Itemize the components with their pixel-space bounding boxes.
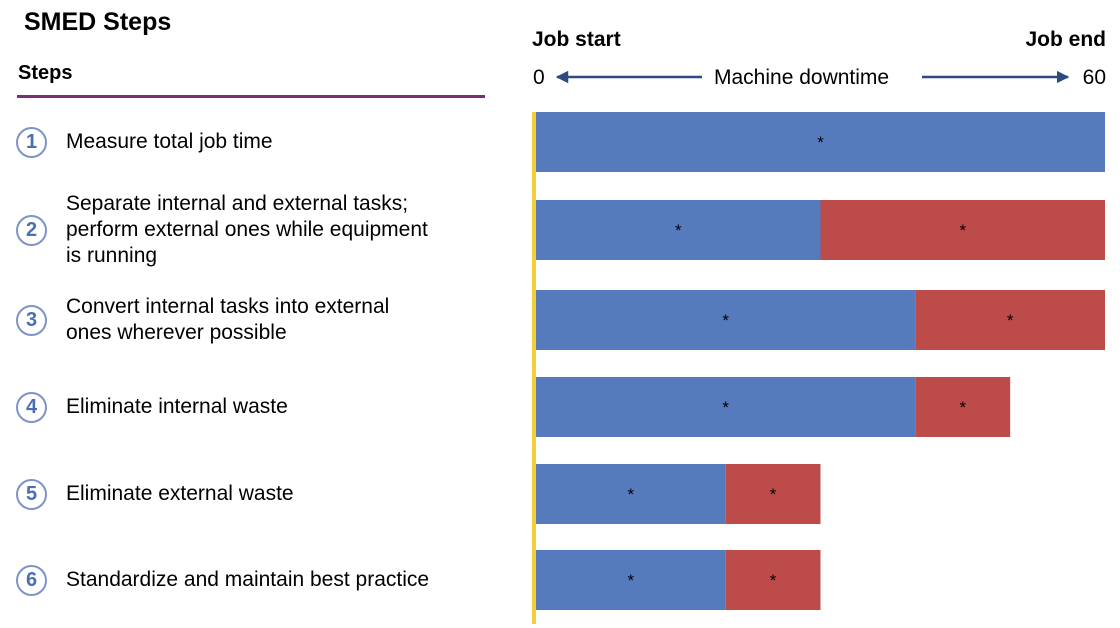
step-text: Separate internal and external tasks; per… xyxy=(66,191,496,269)
bar-segment-external xyxy=(915,290,1105,350)
bar-data-label: * xyxy=(722,311,729,330)
job-end-label: Job end xyxy=(1025,28,1106,51)
chart-title: SMED Steps xyxy=(24,8,172,36)
steps-divider xyxy=(17,95,485,98)
job-start-line xyxy=(532,112,536,624)
step-text-line: Standardize and maintain best practice xyxy=(66,568,430,591)
step-item: 2 Separate internal and external tasks; pe… xyxy=(16,185,496,275)
bar-data-label: * xyxy=(675,221,682,240)
bar-segment-internal xyxy=(536,377,916,437)
axis-max-label: 60 xyxy=(1082,66,1106,89)
bar-data-label: * xyxy=(722,398,729,417)
bar-data-label: * xyxy=(628,571,635,590)
bar-data-label: * xyxy=(770,571,777,590)
bar-data-label: * xyxy=(628,485,635,504)
step-number-badge: 1 xyxy=(16,127,47,158)
bar-data-label: * xyxy=(959,221,966,240)
step-text-line: Measure total job time xyxy=(66,130,273,153)
step-text-line: Convert internal tasks into external xyxy=(66,295,390,318)
bar-data-label: * xyxy=(770,485,777,504)
bar-segment-external xyxy=(915,377,1011,437)
step-item: 5 Eliminate external waste xyxy=(16,449,496,539)
step-item: 6 Standardize and maintain best practice xyxy=(16,535,496,625)
step-text-line: Eliminate external waste xyxy=(66,482,294,505)
bar-segment-external xyxy=(820,200,1105,260)
step-number-badge: 4 xyxy=(16,392,47,423)
step-text-line: perform external ones while equipment xyxy=(66,218,428,241)
step-number-badge: 6 xyxy=(16,565,47,596)
step-text-line: is running xyxy=(66,244,158,267)
bar-segment-internal xyxy=(536,550,726,610)
step-item: 3 Convert internal tasks into external one… xyxy=(16,275,496,365)
step-text: Eliminate internal waste xyxy=(66,394,496,420)
step-text: Measure total job time xyxy=(66,129,496,155)
bar-segment-internal xyxy=(536,200,821,260)
step-item: 1 Measure total job time xyxy=(16,97,496,187)
job-start-label: Job start xyxy=(532,28,621,51)
bar-segment-internal xyxy=(536,290,916,350)
step-item: 4 Eliminate internal waste xyxy=(16,362,496,452)
step-text-line: Separate internal and external tasks; xyxy=(66,192,409,215)
steps-header: Steps xyxy=(18,62,73,84)
bar-segment-external xyxy=(725,464,821,524)
bar-segment-internal xyxy=(536,464,726,524)
bar-segment-external xyxy=(725,550,821,610)
bar-data-label: * xyxy=(1007,311,1014,330)
axis-min-label: 0 xyxy=(533,66,545,89)
x-axis-label: Machine downtime xyxy=(714,66,890,89)
bar-segment-internal xyxy=(536,112,1105,172)
step-text: Eliminate external waste xyxy=(66,481,496,507)
bar-data-label: * xyxy=(817,133,824,152)
step-text-line: ones wherever possible xyxy=(66,321,287,344)
bar-data-label: * xyxy=(959,398,966,417)
step-text-line: Eliminate internal waste xyxy=(66,395,288,418)
step-text: Convert internal tasks into external ones… xyxy=(66,294,496,346)
step-number-badge: 5 xyxy=(16,479,47,510)
step-number-badge: 3 xyxy=(16,305,47,336)
step-text: Standardize and maintain best practice xyxy=(66,567,496,593)
step-number-badge: 2 xyxy=(16,215,47,246)
